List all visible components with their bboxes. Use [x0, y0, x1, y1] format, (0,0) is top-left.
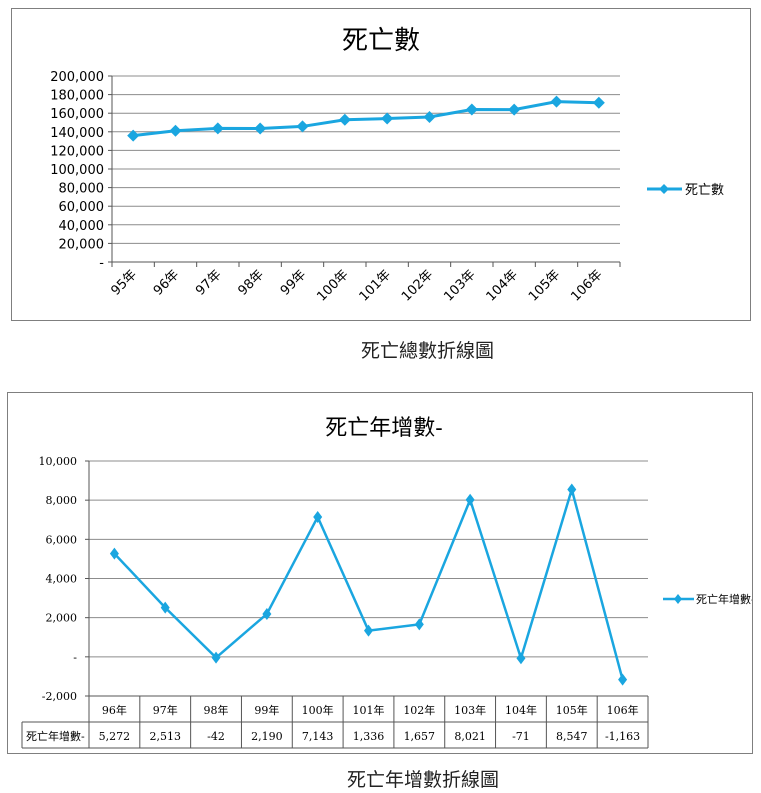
y-tick-label: 80,000: [59, 182, 105, 197]
y-tick-label: 40,000: [59, 219, 105, 234]
data-point: [567, 483, 577, 496]
y-tick-label: 6,000: [46, 533, 78, 546]
y-tick-label: 4,000: [46, 573, 78, 586]
x-tick-label: 104年: [484, 267, 521, 304]
y-tick-label: 160,000: [50, 107, 104, 122]
data-point: [592, 96, 605, 109]
x-tick-label: 96年: [102, 703, 127, 717]
data-point: [313, 510, 323, 523]
x-tick-label: 97年: [193, 267, 224, 298]
table-series-label: 死亡年增數-: [26, 729, 85, 743]
table-value: 1,657: [404, 730, 436, 743]
x-tick-label: 105年: [526, 267, 563, 304]
y-tick-label: -: [73, 651, 77, 664]
x-tick-label: 99年: [278, 267, 309, 298]
legend-label: 死亡數: [685, 183, 724, 198]
y-tick-label: 200,000: [50, 70, 104, 85]
y-tick-label: 20,000: [59, 237, 105, 252]
y-tick-label: 140,000: [50, 126, 104, 141]
x-tick-label: 97年: [153, 703, 178, 717]
data-point: [423, 111, 436, 124]
chart-title: 死亡年增數-: [325, 416, 442, 441]
x-tick-label: 101年: [357, 267, 394, 304]
legend-marker: [674, 594, 682, 604]
x-tick-label: 102年: [403, 703, 435, 717]
data-point: [465, 103, 478, 116]
x-tick-label: 103年: [441, 267, 478, 304]
table-value: 5,272: [99, 730, 131, 743]
x-tick-label: 106年: [607, 703, 639, 717]
data-point: [465, 493, 475, 506]
table-value: 7,143: [302, 730, 334, 743]
x-tick-label: 100年: [314, 267, 351, 304]
data-point: [550, 95, 563, 108]
x-tick-label: 98年: [235, 267, 266, 298]
data-point: [381, 112, 394, 125]
y-tick-label: 10,000: [39, 455, 78, 468]
data-point: [364, 624, 373, 637]
table-value: 8,547: [556, 730, 588, 743]
series-line: [132, 100, 599, 138]
x-tick-label: 102年: [399, 267, 436, 304]
x-tick-label: 100年: [302, 703, 334, 717]
death-count-chart-caption: 死亡總數折線圖: [361, 340, 495, 362]
data-point: [262, 607, 272, 620]
y-tick-label: 8,000: [46, 494, 78, 507]
y-tick-label: -: [99, 256, 104, 271]
x-tick-label: 95年: [108, 267, 139, 298]
data-point: [338, 113, 351, 126]
y-tick-label: 180,000: [50, 89, 104, 104]
x-tick-label: 103年: [454, 703, 486, 717]
x-tick-label: 98年: [204, 703, 229, 717]
table-value: 2,513: [149, 730, 181, 743]
table-value: 8,021: [454, 730, 486, 743]
x-tick-label: 104年: [505, 703, 537, 717]
legend-marker: [659, 184, 669, 194]
y-tick-label: 120,000: [50, 144, 104, 159]
data-point: [169, 124, 182, 137]
y-tick-label: 60,000: [59, 200, 105, 215]
data-point: [160, 601, 170, 614]
chart-title: 死亡數: [342, 26, 420, 56]
x-tick-label: 101年: [353, 703, 385, 717]
x-tick-label: 105年: [556, 703, 588, 717]
y-tick-label: 100,000: [50, 163, 104, 178]
data-point: [109, 547, 119, 560]
data-point: [508, 103, 521, 116]
data-point: [618, 673, 628, 686]
data-point: [211, 122, 224, 135]
data-point: [211, 651, 221, 664]
death-increase-chart: 死亡年增數- -2,000-2,000 4,000 6,000 8,000 10,000 9…: [7, 392, 755, 754]
data-point: [296, 120, 309, 133]
table-value: 2,190: [251, 730, 283, 743]
death-count-chart: 死亡數 - 20,000 40,000 60,000 80,000 100,000 120,0…: [11, 8, 751, 321]
death-increase-chart-svg: 死亡年增數--2,000-2,0004,0006,0008,00010,0009…: [21, 416, 755, 749]
table-value: -1,163: [605, 730, 640, 743]
y-tick-label: -2,000: [42, 690, 77, 703]
table-value: -71: [512, 730, 530, 743]
x-tick-label: 96年: [151, 267, 182, 298]
y-tick-label: 2,000: [46, 612, 78, 625]
data-point: [516, 652, 526, 665]
x-tick-label: 99年: [254, 703, 279, 717]
death-count-chart-svg: 死亡數 - 20,000 40,000 60,000 80,000 100,000 120,0…: [50, 26, 724, 305]
data-point: [254, 122, 267, 135]
series-line: [113, 484, 624, 680]
data-point: [414, 618, 424, 631]
death-increase-chart-caption: 死亡年增數折線圖: [347, 769, 500, 791]
legend-label: 死亡年增數-: [696, 592, 752, 606]
x-tick-label: 106年: [568, 267, 605, 304]
table-value: 1,336: [353, 730, 385, 743]
table-value: -42: [207, 730, 225, 743]
